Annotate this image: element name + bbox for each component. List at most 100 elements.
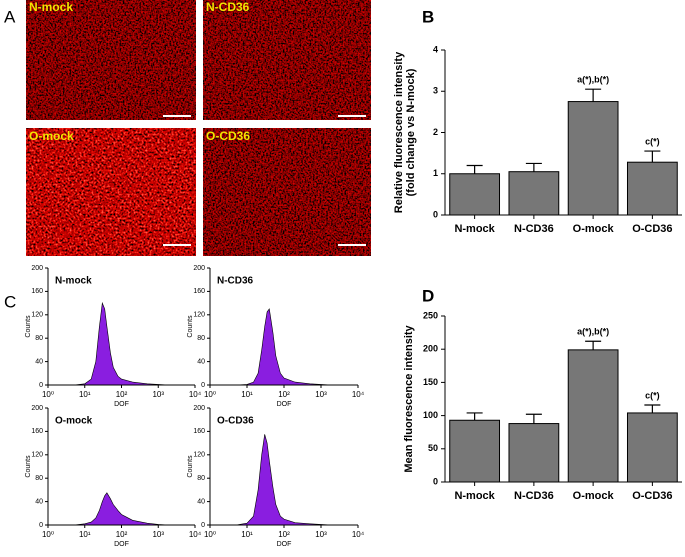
panel-label: C [4,292,16,311]
panel-label: B [422,7,434,26]
x-tick-label: 10¹ [241,530,253,539]
x-tick-label: 10² [278,530,290,539]
x-tick-label: N-mock [454,223,495,235]
x-tick-label: 10² [116,390,128,399]
y-tick-label: 40 [197,498,205,505]
y-tick-label: 0 [433,209,438,219]
x-axis-label: DOF [277,541,292,548]
chart-title: O-mock [55,416,93,427]
y-tick-label: 1 [433,168,438,178]
x-tick-label: N-CD36 [514,490,554,502]
y-tick-label: 80 [197,335,205,342]
x-tick-label: 10¹ [241,390,253,399]
y-axis-label: Mean fluorescence intensity [403,324,415,472]
y-tick-label: 200 [31,265,43,272]
annotation: c(*) [645,390,660,400]
y-tick-label: 150 [423,377,438,387]
histogram-area [235,434,333,526]
y-tick-label: 0 [201,522,205,529]
x-tick-label: 10¹ [79,390,91,399]
y-tick-label: 120 [31,452,43,459]
y-tick-label: 4 [433,44,438,54]
panel-label: A [4,7,16,26]
y-tick-label: 50 [428,443,438,453]
y-tick-label: 160 [31,288,43,295]
x-tick-label: 10⁰ [204,530,216,539]
y-tick-label: 100 [423,410,438,420]
y-tick-label: 0 [39,382,43,389]
annotation: a(*),b(*) [577,327,609,337]
chart-title: N-mock [55,276,92,287]
image-label: O-mock [29,129,74,143]
x-tick-label: N-CD36 [514,223,554,235]
x-tick-label: 10⁴ [352,530,365,539]
y-axis-label: Counts [25,455,32,478]
x-tick-label: 10⁰ [42,530,54,539]
y-tick-label: 80 [35,475,43,482]
image-label: N-mock [29,0,73,14]
y-tick-label: 0 [39,522,43,529]
y-tick-label: 160 [193,288,205,295]
x-tick-label: 10³ [152,530,164,539]
x-axis-label: DOF [114,541,129,548]
x-tick-label: 10¹ [79,530,91,539]
bar [567,101,619,216]
x-tick-label: 10² [278,390,290,399]
image-label: N-CD36 [206,0,250,14]
y-tick-label: 80 [35,335,43,342]
bar [626,161,678,216]
bar [626,412,678,483]
y-tick-label: 120 [193,452,205,459]
histogram-area [235,308,333,386]
bar [567,349,619,483]
x-tick-label: 10⁴ [189,390,202,399]
bar [449,419,501,483]
y-axis-label: (fold change vs N-mock) [405,68,417,196]
x-tick-label: O-mock [573,223,615,235]
histogram-area [73,301,170,386]
histogram-area [73,492,170,526]
x-tick-label: 10⁴ [352,390,365,399]
micrograph: O-CD36 [203,128,371,256]
x-tick-label: 10³ [152,390,164,399]
x-tick-label: O-mock [573,490,615,502]
y-tick-label: 200 [31,405,43,412]
x-axis-label: DOF [277,401,292,408]
x-tick-label: 10⁰ [204,390,216,399]
bar [449,173,501,216]
y-tick-label: 80 [197,475,205,482]
x-axis-label: DOF [114,401,129,408]
y-tick-label: 120 [193,312,205,319]
x-tick-label: N-mock [454,490,495,502]
x-tick-label: 10³ [315,530,327,539]
y-axis-label: Counts [187,455,194,478]
panel-label: D [422,286,434,305]
chart-title: N-CD36 [217,276,254,287]
y-tick-label: 2 [433,127,438,137]
y-axis-label: Counts [25,315,32,338]
y-tick-label: 3 [433,86,438,96]
y-tick-label: 200 [423,344,438,354]
y-tick-label: 40 [197,358,205,365]
micrograph: N-CD36 [203,0,371,120]
x-tick-label: 10² [116,530,128,539]
micrograph: O-mock [26,128,196,256]
y-tick-label: 160 [31,428,43,435]
x-tick-label: 10⁰ [42,390,54,399]
bar [508,171,560,216]
y-tick-label: 120 [31,312,43,319]
y-tick-label: 40 [35,358,43,365]
y-axis-label: Relative fluorescence intensity [393,51,405,213]
y-tick-label: 250 [423,310,438,320]
x-tick-label: 10⁴ [189,530,202,539]
y-tick-label: 40 [35,498,43,505]
y-tick-label: 200 [193,405,205,412]
y-axis-label: Counts [187,315,194,338]
y-tick-label: 0 [201,382,205,389]
micrograph: N-mock [26,0,196,120]
annotation: a(*),b(*) [577,75,609,85]
chart-title: O-CD36 [217,416,254,427]
annotation: c(*) [645,136,660,146]
x-tick-label: O-CD36 [632,223,672,235]
